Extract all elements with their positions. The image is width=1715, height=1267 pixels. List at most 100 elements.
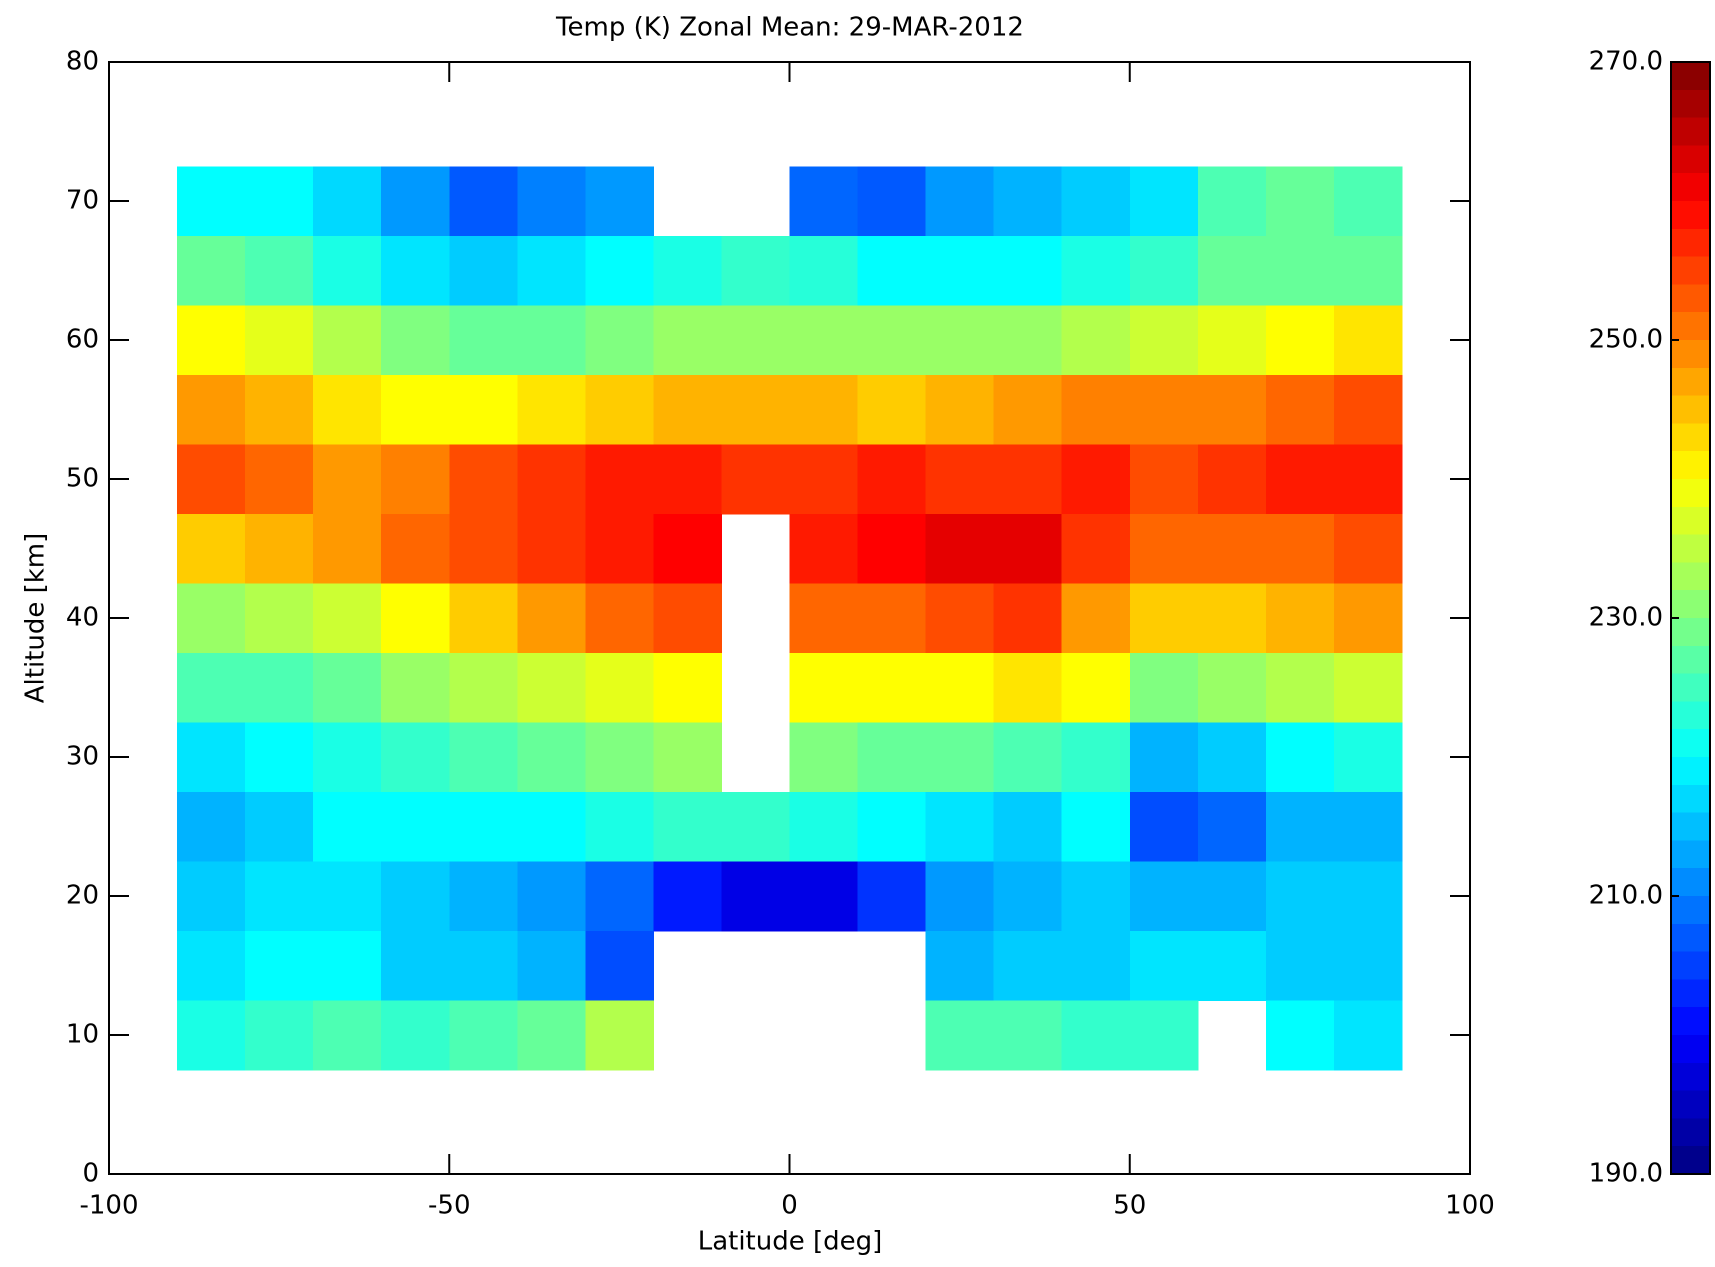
heatmap-cell xyxy=(177,861,246,932)
heatmap-cell xyxy=(789,235,859,306)
heatmap-cell xyxy=(993,652,1063,723)
heatmap-cell xyxy=(925,583,995,654)
colorbar-swatch xyxy=(1671,89,1710,119)
heatmap-cell xyxy=(381,861,450,932)
colorbar-tick-label: 210.0 xyxy=(1589,881,1663,911)
heatmap-cell xyxy=(313,652,382,723)
colorbar-swatch xyxy=(1671,312,1710,341)
heatmap-cell xyxy=(449,305,518,376)
heatmap-cell xyxy=(245,374,314,445)
y-tick-label: 0 xyxy=(82,1159,99,1189)
heatmap-cell xyxy=(1129,166,1199,237)
heatmap-cell xyxy=(381,791,450,862)
heatmap-cell xyxy=(1061,444,1131,515)
heatmap-cell xyxy=(1061,513,1131,584)
heatmap-cell xyxy=(1197,305,1267,376)
colorbar-swatch xyxy=(1671,534,1710,563)
heatmap-cell xyxy=(1197,235,1267,306)
heatmap-cell xyxy=(653,722,723,793)
heatmap-cell xyxy=(789,583,859,654)
heatmap-cell xyxy=(925,513,995,584)
heatmap-cell xyxy=(1333,583,1403,654)
heatmap-cell xyxy=(925,235,995,306)
heatmap-cell xyxy=(517,722,586,793)
heatmap-cell xyxy=(653,374,723,445)
heatmap-cell xyxy=(993,513,1063,584)
heatmap-cell xyxy=(653,791,723,862)
heatmap-cell xyxy=(925,166,995,237)
heatmap-cell xyxy=(653,444,723,515)
y-tick-label: 10 xyxy=(66,1020,99,1050)
heatmap-cell xyxy=(449,861,518,932)
heatmap-cell xyxy=(721,374,791,445)
colorbar-swatch xyxy=(1671,340,1710,369)
heatmap-cell xyxy=(1265,374,1335,445)
heatmap-cell xyxy=(1129,791,1199,862)
heatmap-cell xyxy=(1333,722,1403,793)
heatmap-cell xyxy=(993,444,1063,515)
heatmap-cell xyxy=(313,444,382,515)
heatmap-cell xyxy=(789,861,859,932)
heatmap-cell xyxy=(517,305,586,376)
heatmap-cell xyxy=(721,305,791,376)
heatmap-cell xyxy=(381,513,450,584)
heatmap-cell xyxy=(857,444,927,515)
heatmap-cell xyxy=(1333,374,1403,445)
heatmap-cell xyxy=(1265,513,1335,584)
colorbar-swatch xyxy=(1671,757,1710,786)
heatmap-cell xyxy=(925,1000,995,1071)
heatmap-cell xyxy=(653,305,723,376)
heatmap-cell xyxy=(1061,652,1131,723)
heatmap-cell xyxy=(857,791,927,862)
colorbar-swatch xyxy=(1671,618,1710,647)
heatmap-cell xyxy=(993,722,1063,793)
heatmap-cell xyxy=(381,652,450,723)
colorbar-swatch xyxy=(1671,562,1710,591)
colorbar-swatch xyxy=(1671,395,1710,424)
heatmap-cell xyxy=(1129,722,1199,793)
heatmap-cell xyxy=(313,235,382,306)
colorbar-swatch xyxy=(1671,256,1710,285)
heatmap-cell xyxy=(245,305,314,376)
heatmap-cell xyxy=(1265,652,1335,723)
heatmap-cell xyxy=(177,374,246,445)
colorbar-swatch xyxy=(1671,812,1710,841)
heatmap-cell xyxy=(857,305,927,376)
heatmap-cell xyxy=(789,444,859,515)
chart-title: Temp (K) Zonal Mean: 29-MAR-2012 xyxy=(555,13,1024,43)
heatmap-cell xyxy=(585,861,654,932)
heatmap-cell xyxy=(1061,1000,1131,1071)
heatmap-cell xyxy=(925,930,995,1001)
heatmap-cell xyxy=(585,652,654,723)
heatmap-cell xyxy=(1265,722,1335,793)
heatmap-cell xyxy=(1197,652,1267,723)
heatmap-cell xyxy=(449,722,518,793)
colorbar-tick-label: 270.0 xyxy=(1589,47,1663,77)
heatmap-cell xyxy=(857,166,927,237)
heatmap-cell xyxy=(313,166,382,237)
heatmap-cell xyxy=(381,166,450,237)
heatmap-cell xyxy=(1265,930,1335,1001)
heatmap-cell xyxy=(313,861,382,932)
heatmap-cell xyxy=(313,791,382,862)
heatmap-cell xyxy=(1197,444,1267,515)
heatmap-cell xyxy=(381,583,450,654)
colorbar-swatch xyxy=(1671,173,1710,202)
heatmap-cell xyxy=(177,513,246,584)
heatmap-cell xyxy=(585,444,654,515)
colorbar-swatch xyxy=(1671,228,1710,258)
heatmap-cell xyxy=(1129,1000,1199,1071)
heatmap-cell xyxy=(1129,235,1199,306)
heatmap-cell xyxy=(653,513,723,584)
heatmap-cell xyxy=(585,235,654,306)
colorbar-swatch xyxy=(1671,701,1710,730)
heatmap-cell xyxy=(993,1000,1063,1071)
heatmap-cell xyxy=(381,930,450,1001)
colorbar-swatch xyxy=(1671,451,1710,480)
heatmap-cell xyxy=(925,444,995,515)
heatmap-cell xyxy=(925,652,995,723)
heatmap-cell xyxy=(177,166,246,237)
heatmap-cell xyxy=(993,374,1063,445)
heatmap-cell xyxy=(1265,166,1335,237)
